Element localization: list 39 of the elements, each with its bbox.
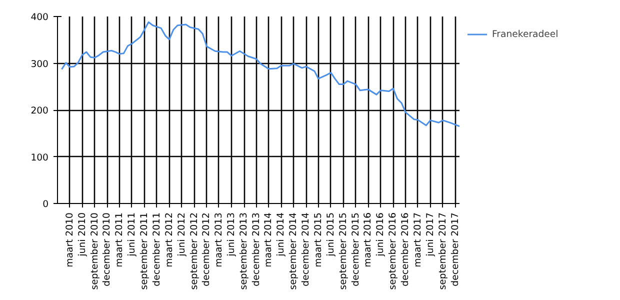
x-tick-label: september 2010 xyxy=(89,212,100,290)
x-tick-label: maart 2013 xyxy=(213,212,224,268)
legend-label: Franekeradeel xyxy=(492,28,558,40)
x-tick-label: december 2014 xyxy=(300,212,312,286)
y-tick-label: 400 xyxy=(30,12,49,23)
x-tick-label: september 2012 xyxy=(188,212,200,290)
x-tick-label: maart 2015 xyxy=(312,212,324,268)
y-tick-label: 100 xyxy=(30,152,49,164)
x-tick-label: maart 2011 xyxy=(114,212,125,268)
x-tick-label: december 2015 xyxy=(350,212,362,286)
x-tick-label: december 2012 xyxy=(201,212,212,286)
x-tick-label: juni 2014 xyxy=(276,212,287,258)
x-tick-label: juni 2013 xyxy=(226,212,237,258)
x-tick-label: juni 2017 xyxy=(424,212,436,258)
x-tick-label: maart 2016 xyxy=(362,212,374,268)
x-tick-label: december 2017 xyxy=(450,212,461,286)
line-series xyxy=(60,21,460,128)
x-tick-label: december 2016 xyxy=(400,212,412,286)
y-tick-label: 200 xyxy=(30,106,49,116)
x-tick-label: maart 2017 xyxy=(412,212,424,268)
x-tick-label: september 2014 xyxy=(288,212,300,290)
x-tick-label: maart 2010 xyxy=(64,212,76,268)
x-tick-label: december 2011 xyxy=(151,212,162,286)
x-tick-label: maart 2014 xyxy=(263,212,274,268)
x-tick-label: juni 2015 xyxy=(325,212,336,258)
x-tick-label: september 2017 xyxy=(437,212,448,290)
y-tick-label: 0 xyxy=(42,199,49,210)
y-tick-label: 300 xyxy=(30,58,49,70)
x-tick-label: september 2016 xyxy=(388,212,399,290)
x-tick-label: december 2013 xyxy=(250,212,262,286)
x-tick-label: juni 2012 xyxy=(176,212,188,258)
x-tick-label: juni 2016 xyxy=(375,212,386,258)
x-tick-label: maart 2012 xyxy=(164,212,175,268)
x-tick-label: september 2013 xyxy=(238,212,250,290)
x-tick-label: september 2015 xyxy=(338,212,349,290)
x-tick-label: september 2011 xyxy=(138,212,150,290)
x-tick-label: juni 2010 xyxy=(76,212,88,258)
x-tick-label: december 2010 xyxy=(102,212,113,286)
x-tick-label: juni 2011 xyxy=(126,212,138,258)
